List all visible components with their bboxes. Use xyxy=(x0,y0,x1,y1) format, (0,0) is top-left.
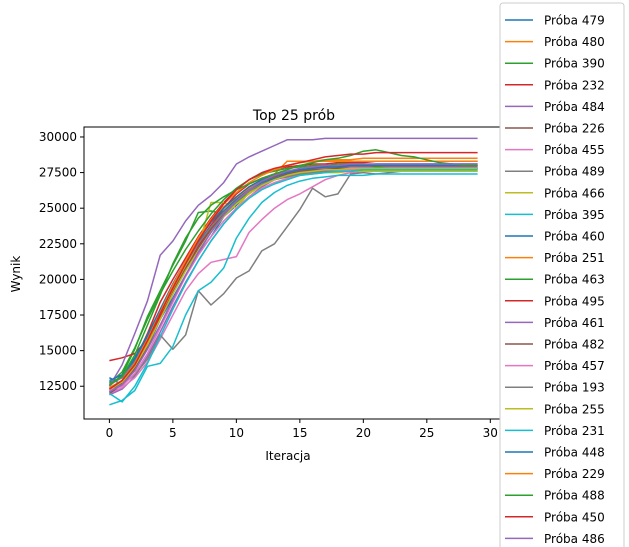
legend-label: Próba 455 xyxy=(544,143,605,157)
y-tick-label: 20000 xyxy=(39,272,77,286)
x-tick-label: 5 xyxy=(169,426,177,440)
legend-item: Próba 461 xyxy=(505,316,605,330)
legend-item: Próba 455 xyxy=(505,143,605,157)
series-line-próba-488 xyxy=(108,149,478,386)
y-axis: 12500 15000 17500 20000 22500 25000 27500 30000 xyxy=(39,130,84,393)
legend-label: Próba 488 xyxy=(544,489,605,503)
legend-label: Próba 390 xyxy=(544,57,605,71)
x-axis: 0 5 10 15 20 25 30 xyxy=(106,419,498,440)
series-line-próba-395 xyxy=(109,173,478,406)
legend-label: Próba 229 xyxy=(544,467,605,481)
y-tick-label: 15000 xyxy=(39,344,77,358)
x-tick-label: 10 xyxy=(229,426,244,440)
legend-label: Próba 479 xyxy=(544,14,605,28)
legend-item: Próba 457 xyxy=(505,359,605,373)
legend-label: Próba 193 xyxy=(544,381,605,395)
series-line-próba-450 xyxy=(108,151,478,390)
y-tick-label: 27500 xyxy=(39,166,77,180)
series-line-próba-231 xyxy=(108,168,478,403)
x-tick-label: 15 xyxy=(292,426,307,440)
plot-lines xyxy=(108,137,478,406)
legend-item: Próba 231 xyxy=(505,424,605,438)
legend-item: Próba 226 xyxy=(505,122,605,136)
legend-item: Próba 193 xyxy=(505,381,605,395)
x-tick-label: 0 xyxy=(106,426,114,440)
legend-item: Próba 479 xyxy=(505,14,605,28)
x-tick-label: 20 xyxy=(356,426,371,440)
x-tick-label: 30 xyxy=(483,426,498,440)
legend-item: Próba 395 xyxy=(505,208,605,222)
legend-item: Próba 460 xyxy=(505,230,605,244)
legend-item: Próba 488 xyxy=(505,489,605,503)
x-axis-label: Iteracja xyxy=(265,449,310,463)
y-tick-label: 30000 xyxy=(39,130,77,144)
series-line-próba-255 xyxy=(109,167,478,390)
legend-label: Próba 226 xyxy=(544,122,605,136)
legend-label: Próba 251 xyxy=(544,251,605,265)
legend-label: Próba 482 xyxy=(544,338,605,352)
legend-label: Próba 480 xyxy=(544,35,605,49)
legend-label: Próba 489 xyxy=(544,165,605,179)
series-line-próba-461 xyxy=(108,137,478,387)
legend-item: Próba 486 xyxy=(505,532,605,546)
legend-item: Próba 255 xyxy=(505,402,605,416)
legend-item: Próba 484 xyxy=(505,100,605,114)
legend-label: Próba 395 xyxy=(544,208,605,222)
legend-item: Próba 489 xyxy=(505,165,605,179)
legend-item: Próba 482 xyxy=(505,338,605,352)
legend-label: Próba 463 xyxy=(544,273,605,287)
legend-label: Próba 232 xyxy=(544,78,605,92)
legend-label: Próba 466 xyxy=(544,186,605,200)
y-tick-label: 22500 xyxy=(39,237,77,251)
x-tick-label: 25 xyxy=(419,426,434,440)
y-tick-label: 12500 xyxy=(39,379,77,393)
legend: Próba 479 Próba 480 Próba 390 Próba 232 Prób… xyxy=(499,2,625,547)
legend-item: Próba 232 xyxy=(505,78,605,92)
legend-label: Próba 448 xyxy=(544,446,605,460)
y-axis-label: Wynik xyxy=(9,256,23,293)
legend-label: Próba 460 xyxy=(544,230,605,244)
legend-box xyxy=(499,2,625,547)
legend-item: Próba 448 xyxy=(505,446,605,460)
legend-item: Próba 390 xyxy=(505,57,605,71)
legend-item: Próba 229 xyxy=(505,467,605,481)
legend-label: Próba 461 xyxy=(544,316,605,330)
legend-label: Próba 486 xyxy=(544,532,605,546)
legend-item: Próba 251 xyxy=(505,251,605,265)
series-line-próba-486 xyxy=(109,163,478,393)
legend-label: Próba 255 xyxy=(544,402,605,416)
legend-item: Próba 466 xyxy=(505,186,605,200)
legend-label: Próba 231 xyxy=(544,424,605,438)
legend-label: Próba 495 xyxy=(544,294,605,308)
legend-item: Próba 450 xyxy=(505,510,605,524)
legend-label: Próba 457 xyxy=(544,359,605,373)
y-tick-label: 25000 xyxy=(39,201,77,215)
legend-item: Próba 463 xyxy=(505,273,605,287)
legend-item: Próba 495 xyxy=(505,294,605,308)
chart-title: Top 25 prób xyxy=(252,108,335,124)
legend-label: Próba 450 xyxy=(544,510,605,524)
y-tick-label: 17500 xyxy=(39,308,77,322)
legend-item: Próba 480 xyxy=(505,35,605,49)
legend-label: Próba 484 xyxy=(544,100,605,114)
